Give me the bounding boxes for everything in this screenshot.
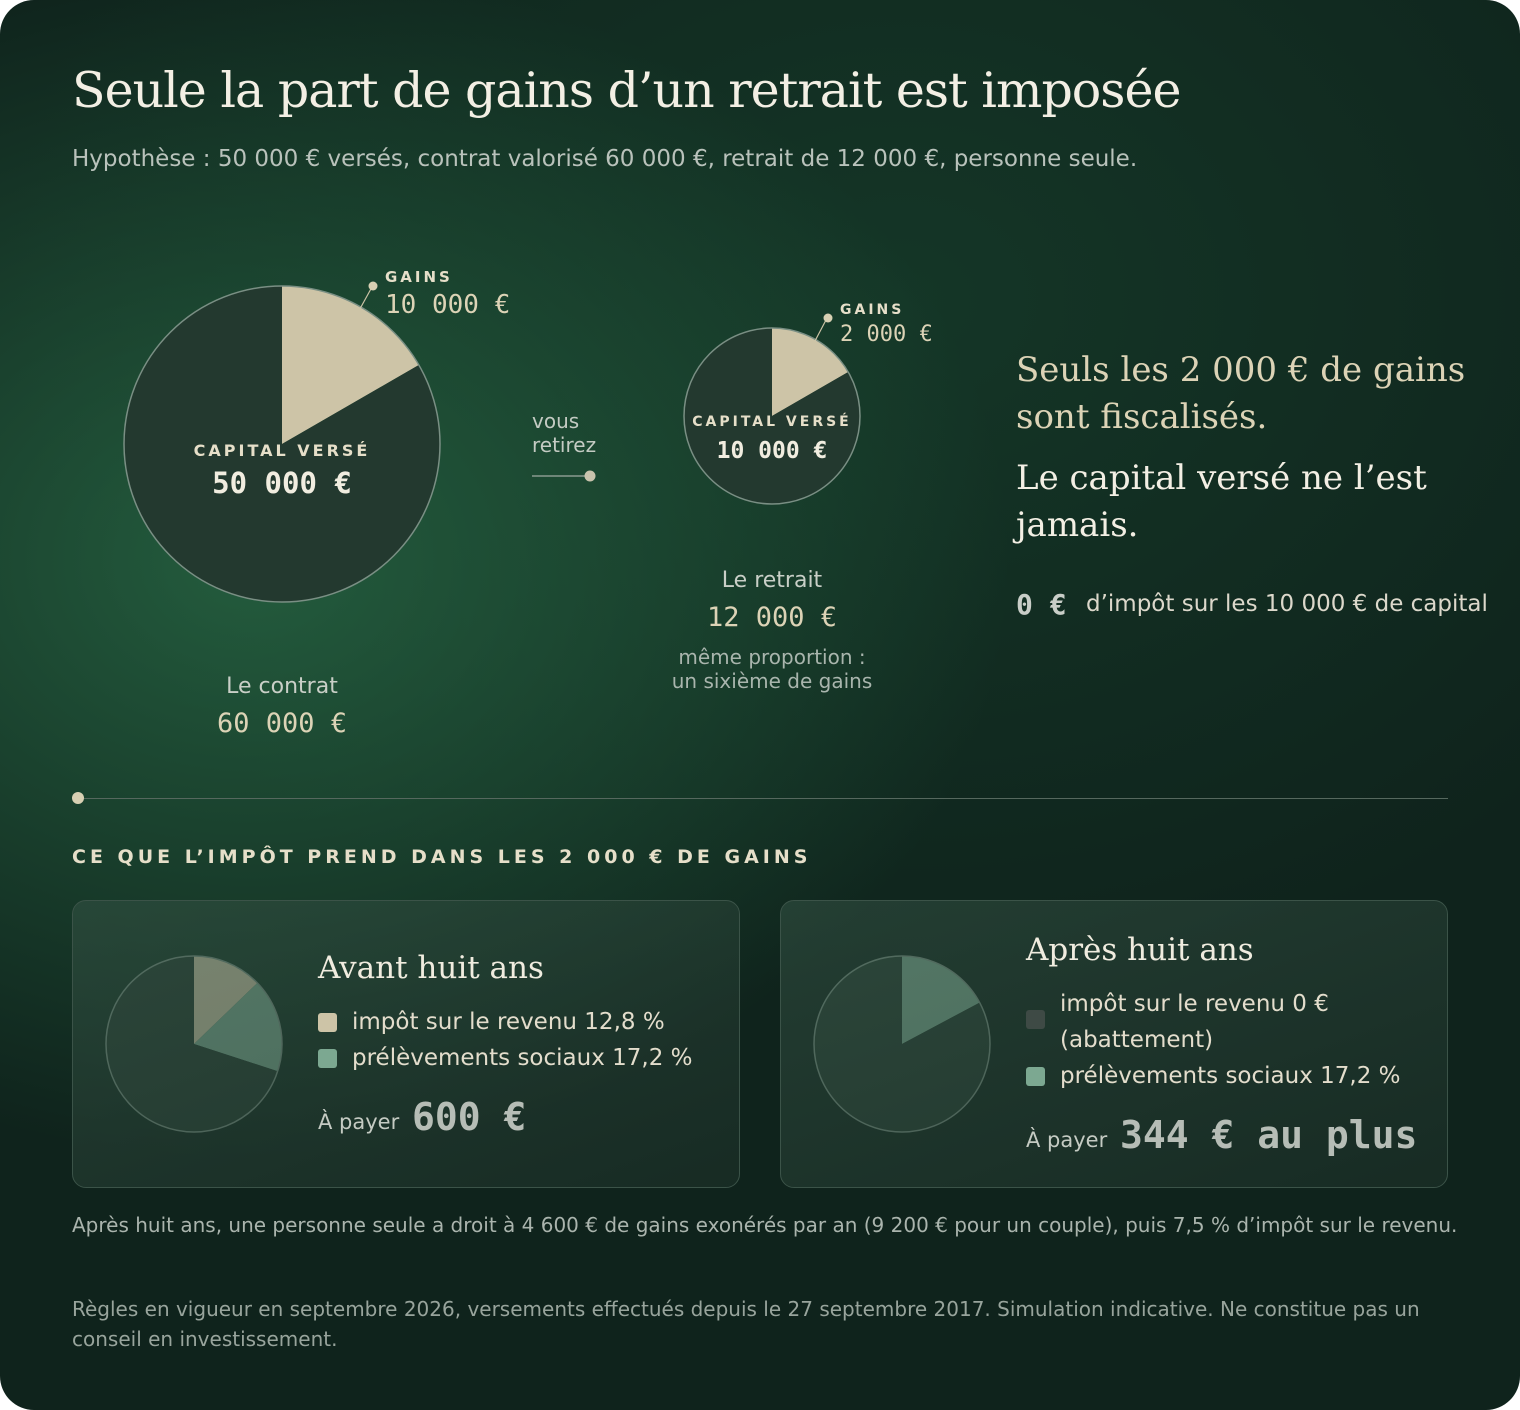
after-legend-ps-swatch bbox=[1026, 1066, 1045, 1086]
after-pay-label: À payer bbox=[1026, 1128, 1108, 1152]
withdrawal-gains-leader bbox=[804, 319, 827, 361]
section-divider bbox=[78, 798, 1448, 799]
section-title: CE QUE L’IMPÔT PREND DANS LES 2 000 € DE… bbox=[72, 846, 812, 868]
contract-gains-leader bbox=[339, 286, 373, 346]
contract-gains-value: 10 000 € bbox=[385, 290, 511, 320]
flow-label-line2: retirez bbox=[532, 433, 597, 457]
after-legend-ir bbox=[1026, 1010, 1060, 1029]
contract-gains-slice bbox=[282, 286, 419, 444]
contract-capital-label: CAPITAL VERSÉ bbox=[193, 441, 371, 460]
withdrawal-note-line1: même proportion : bbox=[678, 645, 866, 669]
page-subtitle: Hypothèse : 50 000 € versés, contrat val… bbox=[72, 146, 1138, 172]
flow-label-line1: vous bbox=[532, 409, 580, 433]
contract-gains-label: GAINS bbox=[385, 268, 453, 286]
withdrawal-gains-label: GAINS bbox=[840, 302, 905, 318]
before-title: Avant huit ans bbox=[318, 950, 544, 986]
contract-caption: Le contrat bbox=[226, 674, 338, 699]
before-legend-ps-swatch bbox=[318, 1048, 337, 1068]
contract-total: 60 000 € bbox=[216, 708, 348, 739]
callout-line3: Le capital versé ne l’est bbox=[1016, 458, 1427, 498]
withdrawal-gains-value: 2 000 € bbox=[840, 322, 933, 347]
footnote: Après huit ans, une personne seule a dro… bbox=[72, 1213, 1458, 1237]
after-card bbox=[780, 900, 1448, 1188]
before-legend-ps: prélèvements sociaux 17,2 % bbox=[318, 1045, 693, 1071]
pie-withdrawal-outline bbox=[683, 327, 861, 505]
before-legend-ir: impôt sur le revenu 12,8 % bbox=[318, 1009, 665, 1035]
withdrawal-gains-leader-dot bbox=[823, 313, 833, 323]
withdrawal-capital-label: CAPITAL VERSÉ bbox=[692, 414, 852, 430]
callout-zero-text: d’impôt sur les 10 000 € de capital bbox=[1086, 591, 1488, 617]
withdrawal-capital-value: 10 000 € bbox=[716, 438, 828, 464]
contract-pie bbox=[123, 285, 441, 603]
after-legend-ir-label-line2: (abattement) bbox=[1060, 1027, 1214, 1053]
withdrawal-total: 12 000 € bbox=[706, 602, 838, 633]
disclaimer-line1: Règles en vigueur en septembre 2026, ver… bbox=[72, 1297, 1420, 1321]
after-title: Après huit ans bbox=[1026, 932, 1254, 968]
before-card bbox=[72, 900, 740, 1188]
before-legend-ir-label: impôt sur le revenu 12,8 % bbox=[352, 1009, 665, 1035]
callout-line1: Seuls les 2 000 € de gains bbox=[1016, 350, 1466, 390]
disclaimer-line2: conseil en investissement. bbox=[72, 1327, 338, 1351]
after-pay-value: 344 € au plus bbox=[1120, 1113, 1418, 1157]
withdrawal-note-line2: un sixième de gains bbox=[671, 669, 873, 693]
contract-gains-leader-dot bbox=[368, 281, 378, 291]
withdrawal-caption: Le retrait bbox=[721, 568, 823, 593]
before-legend-ir-swatch bbox=[318, 1012, 337, 1032]
flow-arrow-dot bbox=[584, 470, 596, 482]
before-pay-value: 600 € bbox=[412, 1095, 527, 1139]
page-title: Seule la part de gains d’un retrait est … bbox=[72, 62, 1181, 119]
callout-line2: sont fiscalisés. bbox=[1016, 397, 1268, 437]
withdrawal-capital-slice bbox=[683, 328, 860, 505]
before-legend-ps-label: prélèvements sociaux 17,2 % bbox=[352, 1045, 693, 1071]
after-legend-ps-label: prélèvements sociaux 17,2 % bbox=[1060, 1063, 1401, 1089]
contract-capital-slice bbox=[123, 286, 440, 602]
withdrawal-pie bbox=[683, 327, 861, 505]
callout-line4: jamais. bbox=[1016, 505, 1139, 545]
section-divider-dot bbox=[72, 792, 84, 804]
before-pay-label: À payer bbox=[318, 1110, 400, 1134]
after-legend-ps: prélèvements sociaux 17,2 % bbox=[1026, 1063, 1401, 1089]
after-legend-ir-label-line1: impôt sur le revenu 0 € bbox=[1060, 991, 1329, 1017]
contract-capital-value: 50 000 € bbox=[212, 466, 352, 500]
after-legend-ir-swatch bbox=[1026, 1010, 1045, 1029]
callout-zero-value: 0 € bbox=[1016, 588, 1067, 621]
pie-contract-outline bbox=[123, 285, 441, 603]
